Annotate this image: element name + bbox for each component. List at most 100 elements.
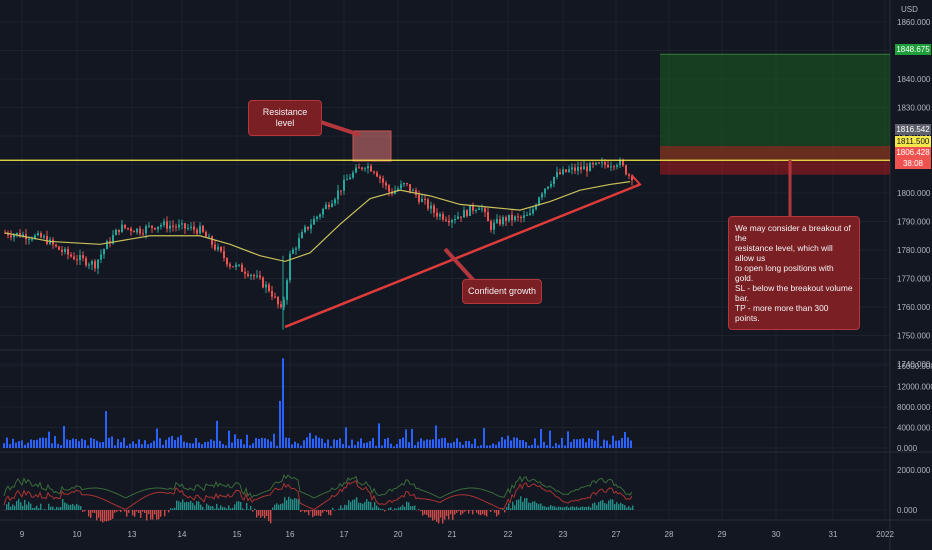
candle-body: [145, 226, 147, 234]
candle-body: [472, 205, 474, 211]
indicator-bar: [504, 510, 506, 513]
volume-bar: [39, 437, 41, 448]
indicator-bar: [112, 510, 114, 519]
indicator-bar: [436, 510, 438, 522]
indicator-bar: [506, 507, 508, 510]
candle-body: [289, 253, 291, 281]
indicator-bar: [312, 510, 314, 518]
candle-body: [442, 214, 444, 220]
indicator-bar: [80, 506, 82, 510]
candle-body: [628, 174, 630, 176]
volume-bar: [381, 445, 383, 448]
indicator-bar: [364, 502, 366, 510]
indicator-bar: [116, 510, 118, 512]
candle-body: [295, 248, 297, 250]
volume-bar: [54, 436, 56, 448]
trend-arrow-line: [284, 183, 641, 329]
candle-body: [76, 259, 78, 261]
candle-body: [304, 226, 306, 233]
volume-bar: [342, 444, 344, 448]
candle-body: [583, 166, 585, 170]
indicator-bar: [242, 508, 244, 510]
indicator-bar: [374, 502, 376, 510]
candle-body: [205, 231, 207, 237]
indicator-bar: [490, 510, 492, 512]
volume-bar: [348, 445, 350, 448]
candle-body: [292, 249, 294, 254]
volume-bar: [630, 440, 632, 448]
price-tick-label: 1740.000: [897, 360, 931, 369]
indicator-bar: [40, 503, 42, 510]
volume-bar: [102, 441, 104, 448]
volume-bar: [30, 439, 32, 448]
indicator-bar: [72, 503, 74, 510]
candle-body: [343, 179, 345, 191]
candle-body: [187, 227, 189, 229]
candle-body: [73, 256, 75, 260]
candle-body: [256, 275, 258, 277]
candle-body: [436, 212, 438, 217]
volume-bar: [591, 439, 593, 448]
volume-bar: [51, 443, 53, 448]
indicator-bar: [96, 510, 98, 521]
indicator-bar: [622, 504, 624, 510]
indicator-bar: [470, 510, 472, 511]
volume-bar: [459, 442, 461, 448]
candle-body: [232, 266, 234, 268]
candle-body: [361, 167, 363, 169]
indicator-bar: [618, 504, 620, 510]
candle-body: [121, 224, 123, 233]
indicator-bar: [404, 506, 406, 510]
indicator-bar: [448, 510, 450, 520]
candle-body: [565, 169, 567, 172]
volume-bar: [36, 439, 38, 448]
volume-bar: [168, 437, 170, 448]
indicator-bar: [452, 510, 454, 520]
indicator-bar: [348, 500, 350, 510]
indicator-bar: [598, 502, 600, 510]
indicator-bar: [160, 510, 162, 517]
volume-bar: [243, 444, 245, 448]
candle-body: [613, 166, 615, 168]
volume-bar: [573, 439, 575, 448]
volume-bar: [132, 441, 134, 448]
indicator-bar: [238, 501, 240, 510]
volume-bar: [438, 439, 440, 448]
indicator-bar: [604, 503, 606, 510]
indicator-bar: [70, 504, 72, 510]
indicator-bar: [632, 505, 634, 510]
growth-annotation[interactable]: Confident growth: [462, 279, 542, 304]
indicator-bar: [222, 507, 224, 510]
volume-bar: [435, 425, 437, 448]
trade-idea-annotation[interactable]: We may consider a breakout of the resist…: [728, 216, 860, 330]
indicator-bar: [90, 510, 92, 519]
volume-bar: [456, 438, 458, 448]
indicator-bar: [188, 502, 190, 510]
volume-bar: [603, 439, 605, 448]
candle-body: [79, 255, 81, 261]
volume-bar: [72, 438, 74, 448]
price-tick-label: 1830.000: [897, 104, 931, 113]
volume-bar: [363, 443, 365, 448]
volume-bar: [594, 440, 596, 448]
indicator-bar: [616, 502, 618, 510]
volume-bar: [96, 440, 98, 448]
candle-body: [418, 194, 420, 202]
resistance-annotation[interactable]: Resistance level: [248, 100, 322, 136]
indicator-bar: [184, 502, 186, 510]
indicator-bar: [320, 510, 322, 517]
volume-bar: [18, 441, 20, 448]
candle-body: [61, 249, 63, 252]
candle-body: [397, 188, 399, 191]
candle-body: [544, 188, 546, 194]
volume-bar: [495, 444, 497, 448]
candle-body: [571, 167, 573, 170]
candle-body: [433, 205, 435, 213]
candle-body: [259, 275, 261, 278]
volume-bar: [426, 439, 428, 448]
volume-bar: [306, 437, 308, 448]
indicator-bar: [582, 506, 584, 510]
time-tick-label: 16: [286, 530, 295, 539]
candle-body: [478, 208, 480, 210]
time-tick-label: 15: [233, 530, 242, 539]
